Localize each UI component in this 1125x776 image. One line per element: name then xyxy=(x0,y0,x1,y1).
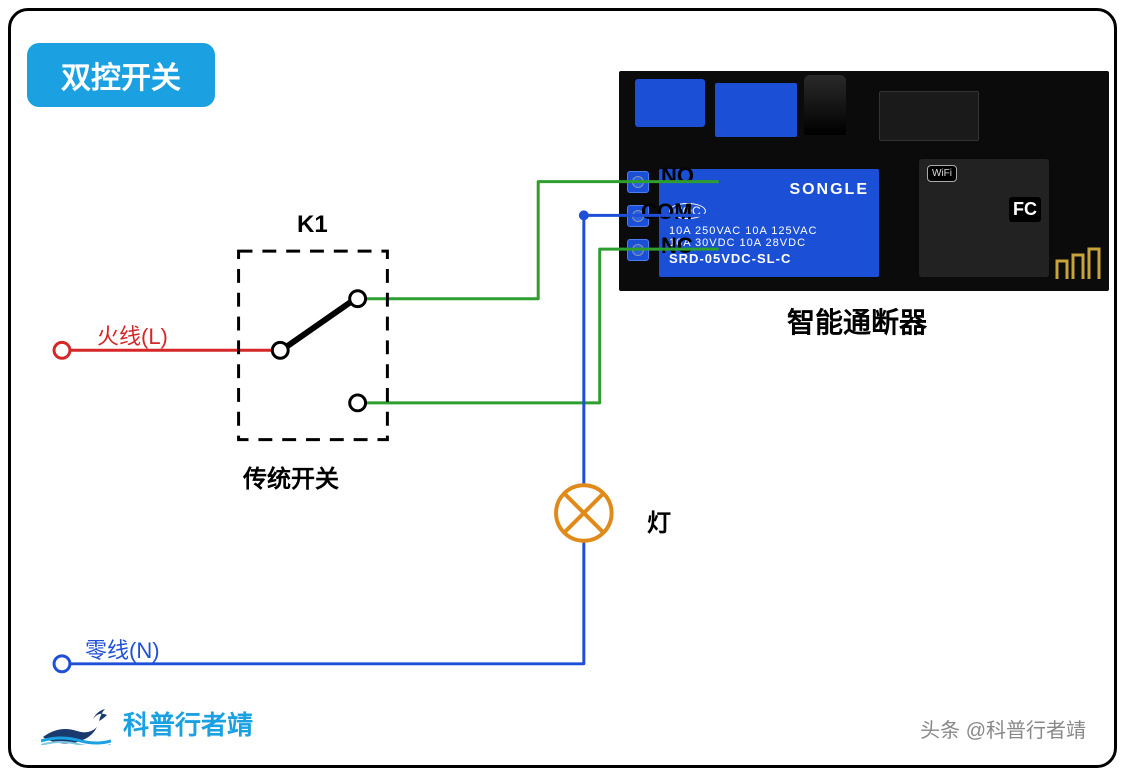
label-smart-breaker: 智能通断器 xyxy=(787,301,927,341)
label-relay-com: COM xyxy=(641,199,692,225)
diagram-frame: 双控开关 SONGLE CQC 10A 250VAC 10A 125VAC 10… xyxy=(8,8,1117,768)
junction-com xyxy=(579,210,589,220)
label-traditional-switch: 传统开关 xyxy=(243,459,339,494)
label-relay-nc: NC xyxy=(661,233,693,259)
capacitor xyxy=(804,75,846,135)
wifi-badge: WiFi xyxy=(927,165,957,182)
node-live_terminal xyxy=(54,342,70,358)
node-switch_com xyxy=(272,342,288,358)
wifi-chip: WiFi FC xyxy=(919,159,1049,277)
title-badge: 双控开关 xyxy=(27,43,215,107)
relay-brand: SONGLE xyxy=(789,181,869,199)
label-k1: K1 xyxy=(297,211,328,239)
node-switch_top xyxy=(350,291,366,307)
pcb-antenna xyxy=(1053,221,1103,281)
relay-terminal-nc xyxy=(627,239,649,261)
label-neutral: 零线(N) xyxy=(85,633,160,665)
relay-terminal-no xyxy=(627,171,649,193)
label-lamp: 灯 xyxy=(647,503,671,538)
watermark: 头条 @科普行者靖 xyxy=(920,714,1086,743)
author-logo: 科普行者靖 xyxy=(41,701,253,745)
label-relay-no: NO xyxy=(661,163,694,189)
whale-icon xyxy=(41,701,111,745)
ic-chip xyxy=(879,91,979,141)
author-name: 科普行者靖 xyxy=(123,705,253,742)
node-neutral_terminal xyxy=(54,656,70,672)
relay-top-terminal xyxy=(635,79,705,127)
fcc-badge: FC xyxy=(1009,197,1041,222)
relay-component xyxy=(715,83,797,137)
label-live: 火线(L) xyxy=(97,319,168,351)
node-switch_bot xyxy=(350,395,366,411)
